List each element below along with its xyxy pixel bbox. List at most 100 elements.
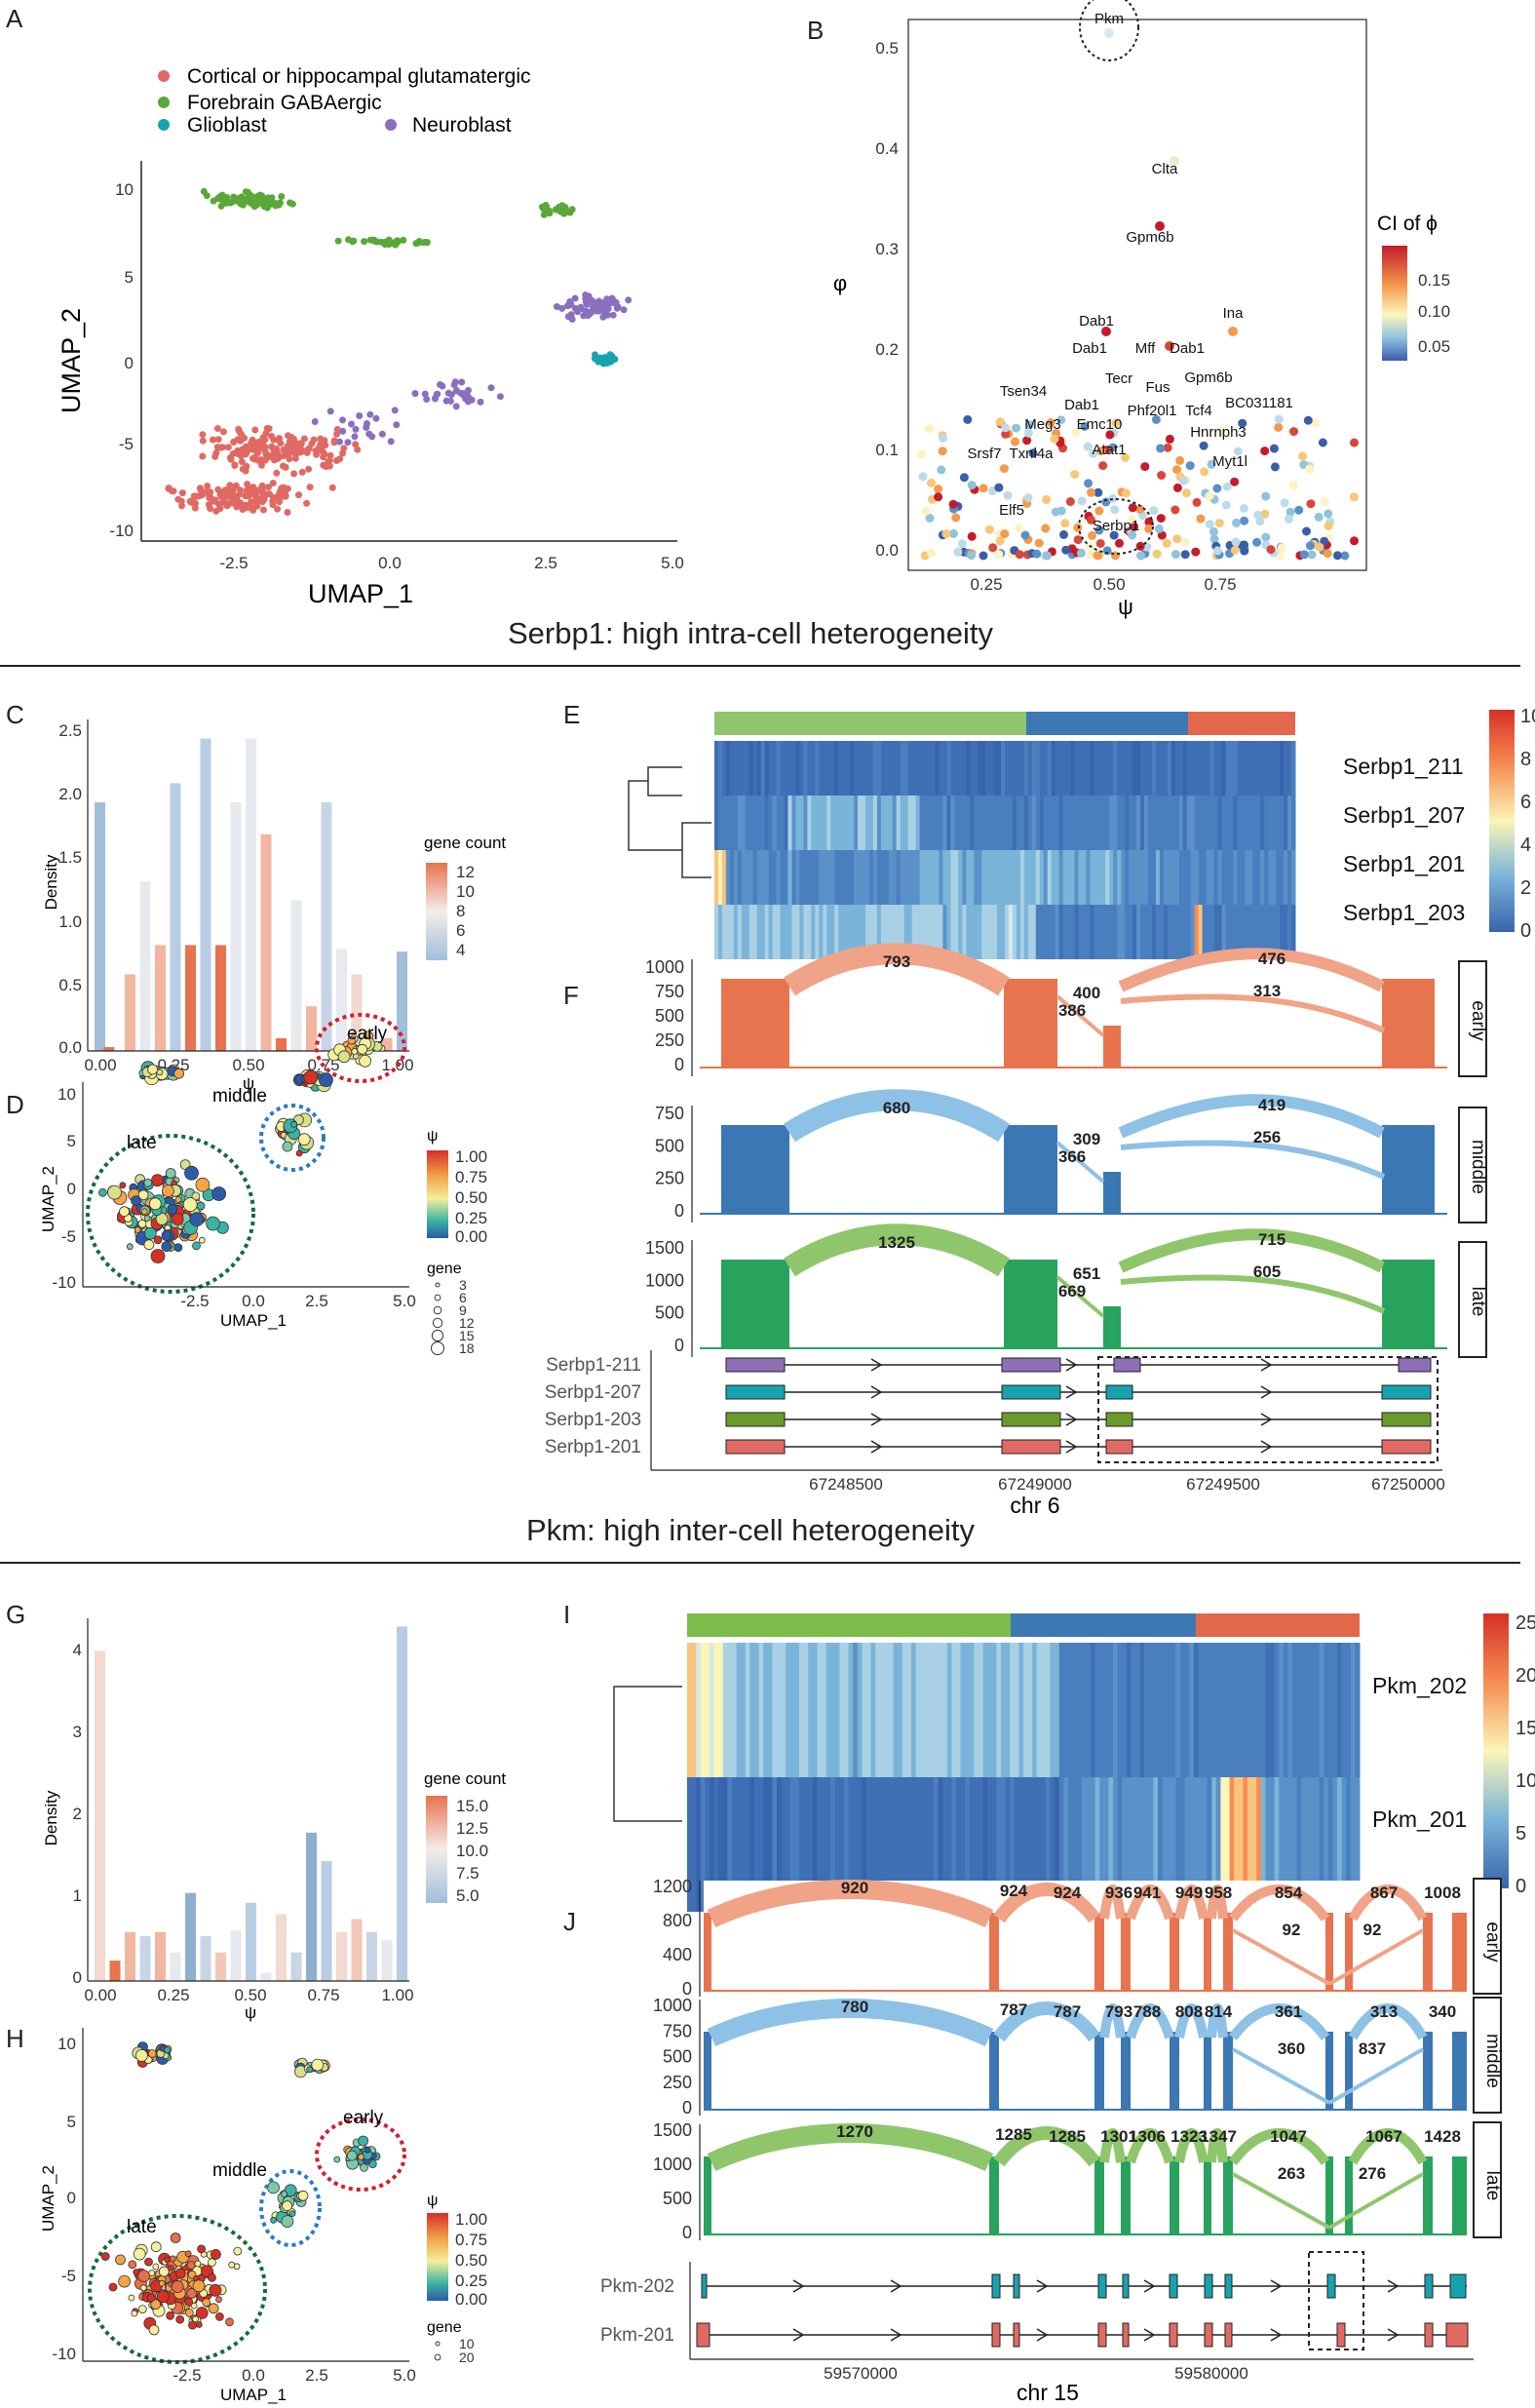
heatmap-cell (1101, 905, 1106, 959)
gene-label: Gpm6b (1184, 369, 1232, 386)
heatmap-cell (1248, 850, 1253, 905)
heatmap-cell (795, 850, 800, 905)
transcript-exon (1204, 2322, 1213, 2348)
heatmap-cell (965, 1643, 971, 1777)
gene-point (999, 464, 1009, 474)
heatmap-cell (1305, 1777, 1311, 1912)
heatmap-cell (1074, 850, 1079, 905)
heatmap-cell (884, 850, 890, 905)
heatmap-cell (1213, 741, 1219, 796)
heatmap-cell (911, 1643, 917, 1777)
cell-psi-point (156, 2290, 170, 2304)
junction-arc (1328, 2047, 1424, 2105)
heatmap-cell (915, 741, 921, 796)
heatmap-cell (741, 850, 747, 905)
cell-psi-point (195, 1177, 211, 1192)
heatmap-cell (817, 1643, 823, 1777)
heatmap-cell (978, 796, 982, 850)
strand-arrow (1270, 2328, 1283, 2342)
heatmap-cell (1229, 850, 1234, 905)
heatmap-cell (737, 905, 743, 959)
gene-point (967, 481, 977, 490)
heatmap-cell (1180, 1643, 1186, 1777)
heatmap-cell (696, 1777, 702, 1912)
heatmap-cell (965, 1777, 971, 1912)
heatmap-cell (1174, 741, 1180, 796)
heatmap-cell (962, 796, 967, 850)
heatmap-cell (1036, 1643, 1042, 1777)
heatmap-cell (872, 741, 878, 796)
heatmap-cell (1260, 741, 1265, 796)
cell-point-gaba (334, 237, 342, 245)
heatmap-cell (834, 1643, 840, 1777)
cell-point-glutamatergic (187, 498, 195, 506)
heatmap-cell (1041, 1777, 1047, 1912)
h-ytick: 10 (58, 2035, 76, 2053)
gene-point (1101, 327, 1111, 336)
h-psi-tick: 0.75 (455, 2231, 487, 2249)
heatmap-cell (1252, 796, 1257, 850)
cell-psi-point (192, 1241, 201, 1251)
gene-point (1181, 488, 1191, 498)
legend-label-gaba: Forebrain GABAergic (187, 92, 382, 114)
junction-arc (1118, 1094, 1385, 1139)
cell-point-neuroblast (411, 390, 419, 398)
heatmap-cell (1105, 796, 1110, 850)
heatmap-cell (1193, 1777, 1199, 1912)
gene-point (1261, 532, 1271, 542)
transcript-exon (725, 1439, 786, 1455)
d-psi-tick: 0.25 (455, 1209, 487, 1227)
gene-point (1140, 462, 1150, 472)
cell-psi-point (137, 2270, 150, 2283)
c-colorbar (426, 863, 447, 960)
heatmap-cell (854, 741, 859, 796)
heatmap-cell (1182, 741, 1188, 796)
cell-psi-point (174, 2268, 186, 2279)
heatmap-cell (1035, 796, 1041, 850)
gene-label: Emc10 (1077, 416, 1123, 433)
heatmap-cell (1144, 796, 1149, 850)
j-xtick: 59570000 (824, 2364, 898, 2383)
heatmap-cell (954, 850, 959, 905)
heatmap-cell (826, 741, 831, 796)
heatmap-cell (1198, 1643, 1204, 1777)
heatmap-cell (772, 741, 778, 796)
heatmap-cell (1001, 741, 1006, 796)
heatmap-cell (826, 850, 831, 905)
heatmap-cell (946, 850, 951, 905)
heatmap-cell (1153, 1777, 1159, 1912)
histogram-bar (336, 1931, 347, 1981)
heatmap-cell (745, 1777, 750, 1912)
heatmap-cell (760, 905, 766, 959)
heatmap-cell (924, 1643, 930, 1777)
cell-point-glutamatergic (330, 439, 338, 447)
heatmap-cell (799, 796, 804, 850)
cell-point-glutamatergic (199, 431, 207, 439)
heatmap-cell (979, 1777, 984, 1912)
heatmap-cell (844, 1643, 850, 1777)
cell-point-glutamatergic (248, 439, 255, 447)
cell-psi-point (198, 1236, 206, 1244)
heatmap-cell (911, 741, 917, 796)
histogram-g (95, 1626, 407, 1981)
histogram-bar (139, 1936, 151, 1981)
heatmap-cell (815, 850, 820, 905)
gene-point (988, 543, 998, 553)
sashimi-exon-coverage (989, 2156, 999, 2234)
heatmap-cell (853, 1643, 859, 1777)
junction-arc (1118, 948, 1385, 992)
cell-psi-point (174, 1196, 182, 1203)
sashimi-exon-coverage (1121, 1913, 1131, 1991)
heatmap-cell (896, 850, 902, 905)
heatmap-cell (763, 1777, 769, 1912)
gene-point (1209, 534, 1219, 544)
d-psi-tick: 0.75 (455, 1168, 487, 1186)
h-gene-title: gene (427, 2319, 462, 2336)
heatmap-cell (776, 741, 782, 796)
heatmap-cell (763, 1643, 769, 1777)
histogram-bar (170, 1952, 181, 1981)
heatmap-cell (934, 1777, 940, 1912)
